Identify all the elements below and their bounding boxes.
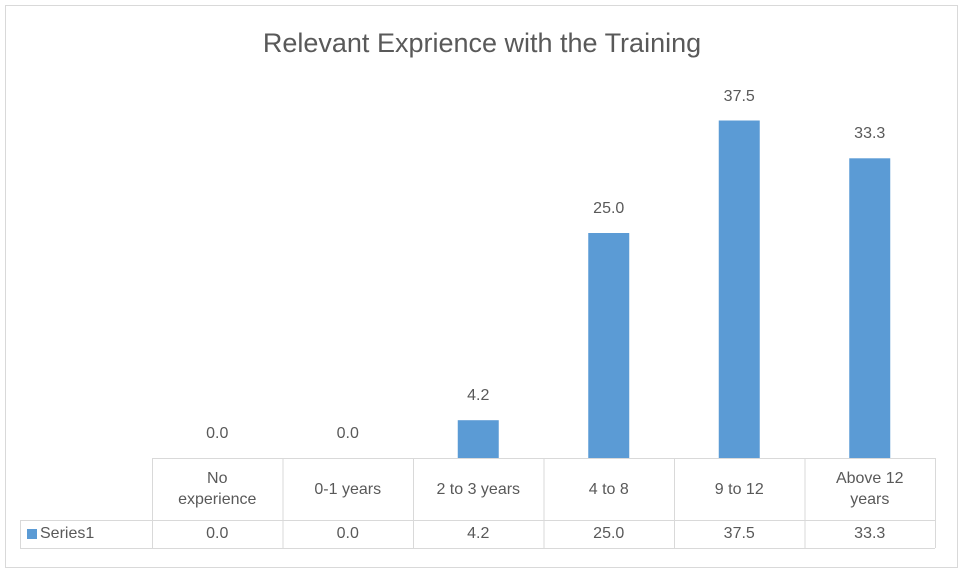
bar: [718, 120, 760, 458]
data-label: 0.0: [283, 422, 414, 446]
data-label: 25.0: [544, 197, 675, 221]
bar: [457, 420, 499, 458]
x-tick-label-text: Above 12 years: [835, 470, 904, 508]
x-tick-label-text: 4 to 8: [588, 480, 629, 498]
table-value: 25.0: [544, 520, 675, 548]
legend-label-text: Series1: [40, 525, 95, 542]
table-value-text: 4.2: [467, 525, 490, 542]
data-label-text: 25.0: [593, 200, 625, 217]
x-tick-label-text: No experience: [178, 470, 257, 508]
table-value-text: 0.0: [336, 525, 359, 542]
table-value-text: 33.3: [854, 525, 886, 542]
x-tick-label-text: 0-1 years: [314, 480, 382, 498]
x-tick-label: No experience: [152, 458, 283, 520]
legend-label: Series1: [38, 520, 154, 548]
table-value: 4.2: [413, 520, 544, 548]
data-label: 37.5: [674, 85, 805, 109]
table-value-text: 37.5: [723, 525, 755, 542]
x-tick-label: 9 to 12: [674, 458, 805, 520]
x-tick-label: 2 to 3 years: [413, 458, 544, 520]
data-label-text: 0.0: [336, 425, 359, 442]
x-tick-label: Above 12 years: [805, 458, 936, 520]
x-tick-label-text: 2 to 3 years: [436, 480, 521, 498]
x-tick-label: 4 to 8: [544, 458, 675, 520]
table-value-text: 0.0: [206, 525, 229, 542]
chart-border: [5, 5, 958, 568]
bar: [849, 158, 891, 459]
x-tick-label-text: 9 to 12: [714, 480, 764, 498]
data-label-text: 33.3: [854, 125, 886, 143]
table-value: 0.0: [283, 520, 414, 548]
data-label-text: 4.2: [467, 387, 490, 405]
table-value: 37.5: [674, 520, 805, 548]
data-label: 33.3: [805, 122, 936, 146]
table-value: 33.3: [805, 520, 936, 548]
bar: [588, 233, 630, 458]
table-value: 0.0: [152, 520, 283, 548]
x-tick-label: 0-1 years: [283, 458, 414, 520]
legend-key: [27, 529, 37, 539]
table-value-text: 25.0: [593, 525, 625, 542]
data-label: 4.2: [413, 384, 544, 408]
chart-title: Relevant Exprience with the Training: [262, 28, 702, 58]
data-label: 0.0: [152, 422, 283, 446]
data-label-text: 0.0: [206, 425, 229, 442]
data-label-text: 37.5: [723, 87, 755, 105]
